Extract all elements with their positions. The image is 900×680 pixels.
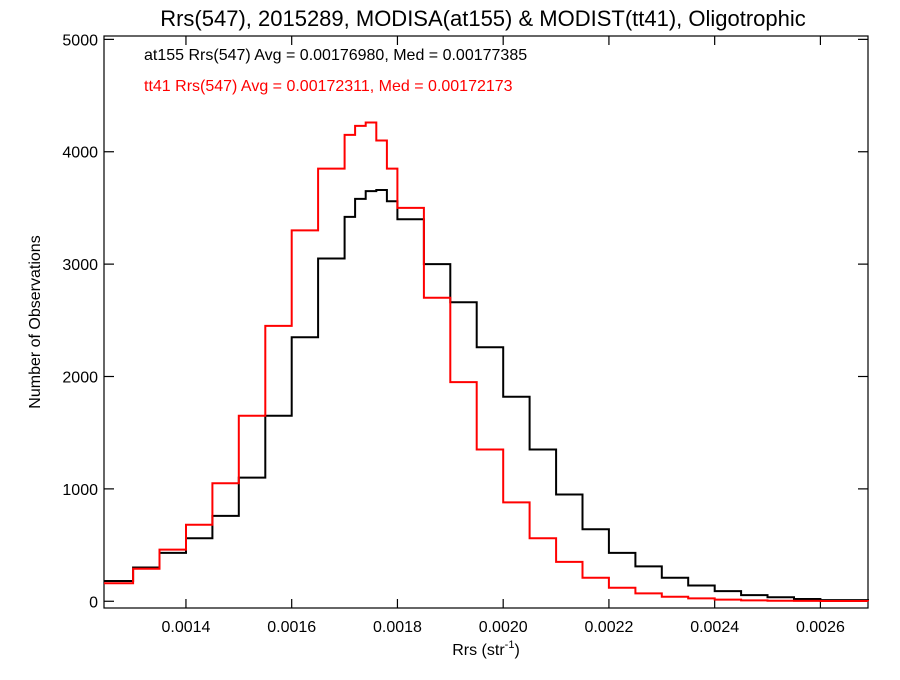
y-tick-label: 5000 [62,32,98,49]
x-tick-label: 0.0022 [584,619,633,636]
y-axis-label: Number of Observations [27,235,44,408]
x-tick-label: 0.0024 [690,619,739,636]
chart-title: Rrs(547), 2015289, MODISA(at155) & MODIS… [160,6,806,31]
series-layer [104,121,869,602]
y-tick-label: 0 [89,594,98,611]
plot-frame [103,35,869,609]
y-tick-label: 3000 [62,257,98,274]
y-axis: 0 1000 2000 3000 4000 5000 [62,32,868,611]
x-tick-label: 0.0020 [479,619,528,636]
series-line-at155 [104,189,869,602]
legend-entry-tt41: tt41 Rrs(547) Avg = 0.00172311, Med = 0.… [144,78,513,95]
x-axis-label-sup: -1 [505,639,515,651]
x-axis: 0.0014 0.0016 0.0018 0.0020 0.0022 0.0024 0.00… [161,36,845,636]
plot-border [103,35,869,609]
x-axis-label-close: ) [514,642,519,659]
x-axis-label-main: Rrs (str [452,642,505,659]
x-tick-label: 0.0018 [373,619,422,636]
y-tick-label: 1000 [62,482,98,499]
legend-entry-at155: at155 Rrs(547) Avg = 0.00176980, Med = 0… [144,47,527,64]
x-tick-label: 0.0016 [267,619,316,636]
x-tick-label: 0.0026 [796,619,845,636]
y-tick-label: 2000 [62,370,98,387]
y-tick-label: 4000 [62,145,98,162]
series-line-tt41 [104,121,869,602]
x-tick-label: 0.0014 [161,619,210,636]
x-axis-label: Rrs (str-1) [452,639,520,659]
